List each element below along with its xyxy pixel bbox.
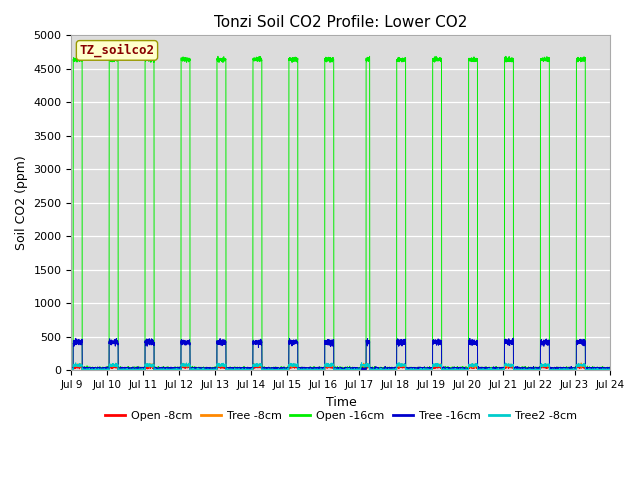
Tree -8cm (577, 360, 585, 366)
Tree -16cm (461, 367, 469, 372)
Open -16cm (584, 366, 592, 372)
Open -8cm (607, 367, 614, 373)
Open -8cm (584, 367, 592, 372)
Open -8cm (81, 368, 88, 373)
Legend: Open -8cm, Tree -8cm, Open -16cm, Tree -16cm, Tree2 -8cm: Open -8cm, Tree -8cm, Open -16cm, Tree -… (100, 406, 581, 425)
Tree2 -8cm (461, 367, 469, 372)
Tree -8cm (124, 368, 131, 373)
Tree -8cm (577, 362, 585, 368)
Tree -16cm (584, 367, 592, 372)
Tree -16cm (509, 336, 516, 341)
Tree -16cm (477, 364, 484, 370)
Tree -8cm (323, 362, 330, 368)
Title: Tonzi Soil CO2 Profile: Lower CO2: Tonzi Soil CO2 Profile: Lower CO2 (214, 15, 468, 30)
Open -8cm (577, 364, 585, 370)
Tree -8cm (607, 367, 614, 373)
Line: Tree2 -8cm: Tree2 -8cm (72, 362, 611, 371)
Line: Tree -16cm: Tree -16cm (72, 338, 611, 371)
Open -16cm (477, 365, 484, 371)
Tree -8cm (584, 366, 592, 372)
Open -16cm (365, 53, 373, 59)
Tree2 -8cm (477, 366, 484, 372)
Tree -16cm (68, 365, 76, 371)
Y-axis label: Soil CO2 (ppm): Soil CO2 (ppm) (15, 156, 28, 250)
Line: Open -8cm: Open -8cm (72, 366, 611, 371)
Open -8cm (251, 363, 259, 369)
Tree -16cm (251, 340, 259, 346)
Open -16cm (461, 365, 469, 371)
Tree2 -8cm (251, 361, 259, 367)
Open -16cm (68, 365, 76, 371)
Tree -8cm (461, 367, 469, 373)
Open -8cm (358, 363, 365, 369)
Open -16cm (607, 367, 614, 372)
Tree -16cm (577, 337, 585, 343)
Open -16cm (358, 368, 366, 373)
Tree -8cm (68, 367, 76, 373)
Tree -16cm (323, 340, 330, 346)
Tree -16cm (607, 366, 614, 372)
Tree -8cm (477, 367, 484, 372)
Tree -16cm (69, 368, 77, 373)
Tree2 -8cm (323, 363, 330, 369)
Line: Tree -8cm: Tree -8cm (72, 363, 611, 371)
Open -16cm (323, 57, 330, 62)
Line: Open -16cm: Open -16cm (72, 56, 611, 371)
Open -16cm (251, 56, 259, 62)
Tree2 -8cm (607, 367, 614, 372)
Tree2 -8cm (396, 360, 403, 365)
Open -8cm (323, 364, 330, 370)
Open -16cm (577, 58, 585, 64)
Tree2 -8cm (68, 367, 76, 372)
Tree2 -8cm (102, 368, 109, 373)
Open -8cm (461, 367, 469, 372)
X-axis label: Time: Time (326, 396, 356, 408)
Open -8cm (68, 367, 76, 372)
Open -8cm (477, 367, 484, 372)
Tree2 -8cm (584, 366, 592, 372)
Text: TZ_soilco2: TZ_soilco2 (79, 44, 154, 57)
Tree2 -8cm (577, 361, 585, 367)
Tree -8cm (251, 361, 259, 367)
